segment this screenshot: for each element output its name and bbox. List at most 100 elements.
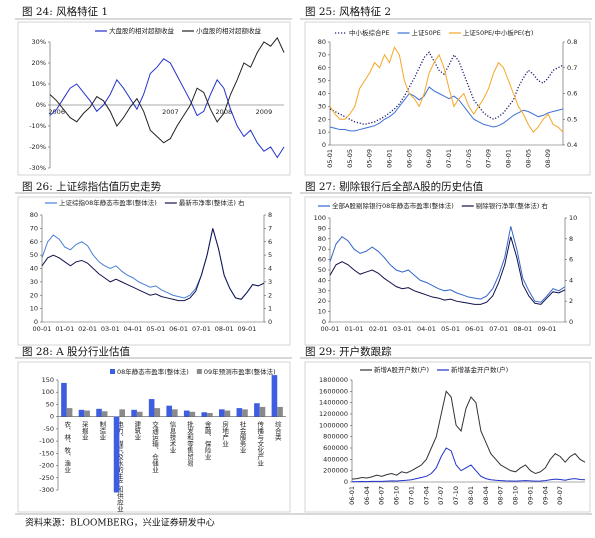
series-line xyxy=(329,45,564,133)
x-tick-label: 建筑业 xyxy=(133,419,141,440)
x-tick-label: 制造业 xyxy=(98,419,106,440)
series-line xyxy=(329,86,564,132)
x-tick-label: 05-01 xyxy=(146,325,165,333)
legend-label: 剔除银行净率(整体法) 右 xyxy=(476,201,549,210)
y2-tick-label: 3 xyxy=(268,278,272,286)
bar xyxy=(259,406,266,417)
y-tick-label: 1600000 xyxy=(319,387,348,395)
x-tick-label: 00-01 xyxy=(33,325,52,333)
x-tick-label: 06-01 xyxy=(348,486,356,505)
y2-tick-label: 2 xyxy=(268,291,272,299)
bar xyxy=(66,408,73,417)
y-tick-label: 30% xyxy=(32,38,46,46)
bar xyxy=(78,409,85,417)
x-tick-label: 2007 xyxy=(162,108,179,116)
y2-tick-label: 7 xyxy=(268,224,272,232)
y-tick-label: 80 xyxy=(318,38,326,46)
y-tick-label: 50 xyxy=(46,400,54,408)
chart-frame xyxy=(304,21,591,176)
y-tick-label: 1400000 xyxy=(319,399,348,407)
bar xyxy=(154,408,161,417)
chart-frame xyxy=(17,21,291,176)
bar xyxy=(166,405,172,417)
x-tick-label: 05-05 xyxy=(346,149,354,168)
bar xyxy=(131,409,137,417)
bar xyxy=(219,409,225,417)
x-tick-label: 07-04 xyxy=(422,486,430,505)
y2-tick-label: 8 xyxy=(268,211,272,219)
x-tick-label: 01-01 xyxy=(55,325,74,333)
x-tick-label: 09-01 xyxy=(237,325,256,333)
y-tick-label: 40 xyxy=(318,276,326,284)
y-tick-label: 60 xyxy=(318,64,326,72)
bar xyxy=(61,382,67,417)
chart-frame xyxy=(304,361,591,513)
x-tick-label: 采掘业 xyxy=(80,419,88,440)
x-tick-label: 06-10 xyxy=(393,486,401,505)
y2-tick-label: 0.7 xyxy=(567,64,577,72)
chart-frame xyxy=(17,361,291,513)
y-tick-label: 20 xyxy=(30,291,38,299)
y-tick-label: 800000 xyxy=(323,433,348,441)
y-tick-label: 150 xyxy=(42,376,54,384)
y-tick-label: 600000 xyxy=(323,444,348,452)
legend-label: 中小板综合PE xyxy=(349,28,390,37)
y2-tick-label: 5 xyxy=(268,251,272,259)
y-tick-label: 1800000 xyxy=(319,376,348,384)
y2-tick-label: 2 xyxy=(569,297,573,305)
y2-tick-label: 4 xyxy=(569,276,573,284)
y2-tick-label: 4 xyxy=(268,265,272,273)
x-tick-label: 07-01 xyxy=(192,325,211,333)
bar xyxy=(271,375,278,417)
x-tick-label: 信息技术业 xyxy=(168,419,176,453)
x-tick-label: 传播与文化产业 xyxy=(256,419,264,466)
x-tick-label: 05-09 xyxy=(366,149,374,168)
y-tick-label: 80 xyxy=(318,235,326,243)
bar xyxy=(183,410,190,417)
y2-tick-label: 6 xyxy=(569,256,573,264)
y-tick-label: 30 xyxy=(318,287,326,295)
y-tick-label: -100 xyxy=(39,437,54,445)
x-tick-label: 06-01 xyxy=(169,325,188,333)
y-tick-label: -250 xyxy=(39,474,54,482)
x-tick-label: 综合类 xyxy=(273,419,281,441)
x-tick-label: 09-04 xyxy=(541,486,549,505)
x-tick-label: 07-09 xyxy=(485,149,493,168)
x-tick-label: 08-07 xyxy=(497,486,505,505)
x-tick-label: 批发和零售贸易 xyxy=(186,419,194,467)
source-note: 资料来源：BLOOMBERG，兴业证券研发中心 xyxy=(25,517,215,529)
x-tick-label: 房地产业 xyxy=(221,419,229,447)
x-tick-label: 02-01 xyxy=(369,325,388,333)
y-tick-label: 70 xyxy=(318,51,326,59)
x-tick-label: 交通运输、仓储业 xyxy=(150,419,158,473)
y-tick-label: 30 xyxy=(30,278,38,286)
y-tick-label: 90 xyxy=(318,224,326,232)
y-tick-label: 50 xyxy=(318,266,326,274)
legend-label: 上证50PE xyxy=(412,28,441,37)
y-tick-label: 0 xyxy=(322,318,326,326)
y-tick-label: 1000000 xyxy=(319,421,348,429)
bar xyxy=(136,411,143,417)
x-tick-label: 08-09 xyxy=(544,149,552,168)
y-tick-label: -200 xyxy=(39,462,54,470)
y-tick-label: 20 xyxy=(318,297,326,305)
series-line xyxy=(49,58,285,159)
bar xyxy=(101,411,108,417)
y-tick-label: 0 xyxy=(322,141,326,149)
x-tick-label: 09-01 xyxy=(537,325,556,333)
x-tick-label: 06-01 xyxy=(465,325,484,333)
chart-caption: 图 25: 风格特征 2 xyxy=(305,5,391,18)
x-tick-label: 2009 xyxy=(256,108,273,116)
bar xyxy=(84,410,90,417)
chart-caption: 图 26: 上证综指估值历史走势 xyxy=(22,180,162,193)
legend-label: 08年静态市盈率(整体法) xyxy=(117,367,189,376)
y2-tick-label: 0.8 xyxy=(567,38,577,46)
y-tick-label: 60 xyxy=(318,256,326,264)
x-tick-label: 06-05 xyxy=(405,149,413,168)
x-tick-label: 08-01 xyxy=(215,325,234,333)
legend-label: 09年预测市盈率(整体法) xyxy=(204,367,276,376)
y2-tick-label: 10 xyxy=(569,214,577,222)
legend-swatch xyxy=(196,369,202,374)
bar xyxy=(207,413,213,417)
x-tick-label: 07-01 xyxy=(407,486,415,505)
